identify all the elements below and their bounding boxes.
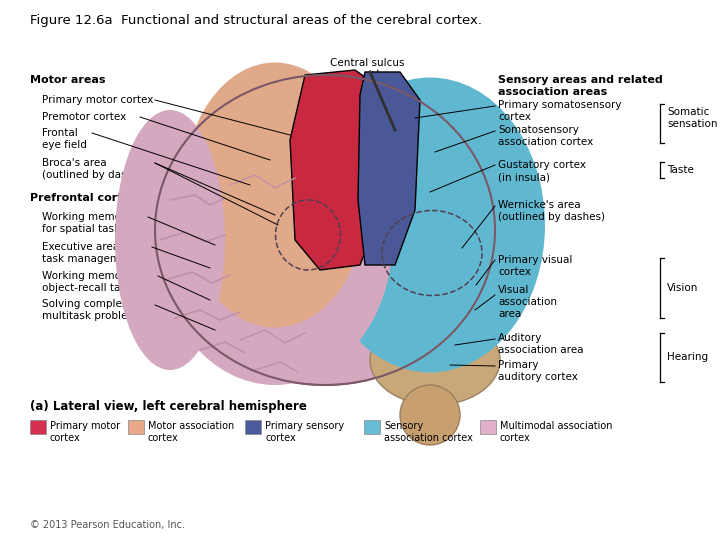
Bar bbox=[245, 420, 261, 434]
Text: © 2013 Pearson Education, Inc.: © 2013 Pearson Education, Inc. bbox=[30, 520, 185, 530]
Text: association areas: association areas bbox=[498, 87, 607, 97]
Text: Central sulcus: Central sulcus bbox=[330, 58, 404, 68]
Text: Vision: Vision bbox=[667, 283, 698, 293]
Text: cortex: cortex bbox=[498, 112, 531, 122]
Text: Hearing: Hearing bbox=[667, 352, 708, 362]
Text: Visual: Visual bbox=[498, 285, 529, 295]
Ellipse shape bbox=[155, 75, 495, 385]
Text: Working memory: Working memory bbox=[42, 212, 132, 222]
Text: Somatic
sensation: Somatic sensation bbox=[667, 107, 718, 129]
Text: Primary: Primary bbox=[498, 360, 539, 370]
Text: object-recall tasks: object-recall tasks bbox=[42, 283, 138, 293]
Ellipse shape bbox=[315, 78, 545, 373]
Text: Taste: Taste bbox=[667, 165, 694, 175]
Text: Multimodal association
cortex: Multimodal association cortex bbox=[500, 421, 613, 443]
Text: association cortex: association cortex bbox=[498, 137, 593, 147]
Text: cortex: cortex bbox=[498, 267, 531, 277]
Text: area: area bbox=[498, 309, 521, 319]
PathPatch shape bbox=[358, 72, 420, 265]
Text: Primary somatosensory: Primary somatosensory bbox=[498, 100, 621, 110]
Bar bbox=[364, 420, 380, 434]
Text: (a) Lateral view, left cerebral hemisphere: (a) Lateral view, left cerebral hemisphe… bbox=[30, 400, 307, 413]
Text: (outlined by dashes): (outlined by dashes) bbox=[498, 212, 605, 222]
Text: Frontal: Frontal bbox=[42, 128, 78, 138]
Ellipse shape bbox=[182, 63, 367, 327]
Text: Solving complex,: Solving complex, bbox=[42, 299, 131, 309]
Text: auditory cortex: auditory cortex bbox=[498, 372, 578, 382]
Text: Motor association
cortex: Motor association cortex bbox=[148, 421, 234, 443]
Text: association area: association area bbox=[498, 345, 583, 355]
PathPatch shape bbox=[290, 70, 390, 270]
Text: Primary visual: Primary visual bbox=[498, 255, 572, 265]
Ellipse shape bbox=[158, 95, 392, 385]
Text: (outlined by dashes): (outlined by dashes) bbox=[42, 170, 149, 180]
Text: eye field: eye field bbox=[42, 140, 87, 150]
Text: Motor areas: Motor areas bbox=[30, 75, 106, 85]
Text: Prefrontal cortex: Prefrontal cortex bbox=[30, 193, 137, 203]
Text: Primary motor cortex: Primary motor cortex bbox=[42, 95, 153, 105]
Text: Premotor cortex: Premotor cortex bbox=[42, 112, 126, 122]
Ellipse shape bbox=[115, 110, 225, 370]
Text: Auditory: Auditory bbox=[498, 333, 542, 343]
Text: Wernicke's area: Wernicke's area bbox=[498, 200, 580, 210]
Ellipse shape bbox=[400, 385, 460, 445]
Text: Gustatory cortex: Gustatory cortex bbox=[498, 160, 586, 170]
Text: Sensory areas and related: Sensory areas and related bbox=[498, 75, 662, 85]
Bar bbox=[480, 420, 496, 434]
Text: Broca's area: Broca's area bbox=[42, 158, 107, 168]
Ellipse shape bbox=[370, 315, 500, 405]
Text: Figure 12.6a  Functional and structural areas of the cerebral cortex.: Figure 12.6a Functional and structural a… bbox=[30, 14, 482, 27]
Text: (in insula): (in insula) bbox=[498, 172, 550, 182]
Bar bbox=[30, 420, 46, 434]
Text: association: association bbox=[498, 297, 557, 307]
Text: multitask problems: multitask problems bbox=[42, 311, 143, 321]
Text: Primary sensory
cortex: Primary sensory cortex bbox=[265, 421, 344, 443]
Text: Working memory for: Working memory for bbox=[42, 271, 149, 281]
Text: Primary motor
cortex: Primary motor cortex bbox=[50, 421, 120, 443]
Bar bbox=[128, 420, 144, 434]
Text: Somatosensory: Somatosensory bbox=[498, 125, 579, 135]
Text: for spatial tasks: for spatial tasks bbox=[42, 224, 125, 234]
Text: Executive area for: Executive area for bbox=[42, 242, 137, 252]
Text: Sensory
association cortex: Sensory association cortex bbox=[384, 421, 473, 443]
Text: task management: task management bbox=[42, 254, 137, 264]
